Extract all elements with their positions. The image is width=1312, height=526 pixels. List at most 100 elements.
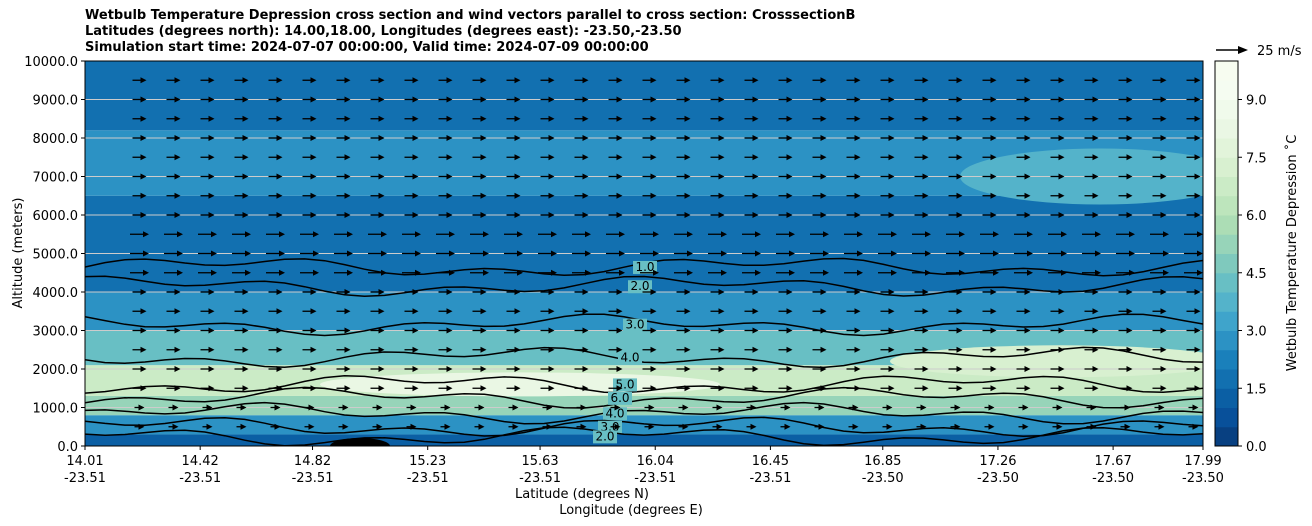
wind-vector-head — [140, 115, 147, 122]
wind-vector-head — [616, 192, 623, 199]
wind-vector-head — [650, 154, 657, 161]
wind-vector-head — [956, 289, 963, 295]
wind-vector-head — [616, 308, 623, 315]
wind-vector-head — [1194, 135, 1201, 141]
wind-vector-head — [786, 346, 793, 353]
wind-vector-head — [1092, 154, 1099, 161]
wind-vector-head — [886, 404, 893, 411]
x-tick-label-lat: 14.82 — [294, 454, 331, 469]
wind-vector-head — [1126, 212, 1133, 218]
wind-vector-head — [718, 77, 725, 84]
wind-vector-head — [1194, 212, 1201, 218]
wind-vector-head — [684, 173, 691, 180]
colorbar-frame — [1214, 60, 1239, 447]
wind-vector-head — [1194, 289, 1201, 295]
wind-vector-head — [548, 327, 555, 334]
x-tick-label-lon: -23.51 — [64, 471, 106, 486]
y-tick-label: 0.0 — [57, 440, 78, 455]
wind-vector-head — [1124, 423, 1131, 430]
wind-vector-head — [650, 366, 657, 372]
wind-vector-head — [344, 192, 351, 199]
wind-vector-head — [650, 289, 657, 295]
colorbar-tick-label: 4.5 — [1246, 267, 1267, 282]
wind-vector-head — [954, 404, 961, 411]
wind-vector-head — [993, 250, 999, 257]
wind-vector-head — [138, 423, 145, 430]
wind-vector-head — [551, 231, 557, 238]
wind-vector-head — [174, 173, 181, 180]
colorbar-tick-label: 9.0 — [1246, 94, 1267, 109]
wind-vector-head — [378, 115, 385, 122]
wind-vector-head — [718, 192, 725, 199]
wind-vector-head — [784, 423, 791, 430]
wind-vector-head — [415, 250, 421, 257]
wind-vector-head — [956, 327, 963, 334]
wind-vector-head — [242, 308, 249, 315]
wind-vector-head — [1058, 346, 1065, 353]
wind-vector-head — [818, 423, 825, 430]
wind-vector-head — [548, 173, 555, 180]
wind-vector-head — [718, 308, 725, 315]
wind-vector-head — [823, 269, 829, 276]
wind-vector-head — [653, 269, 659, 276]
wind-vector-head — [143, 269, 149, 276]
wind-vector-head — [582, 366, 589, 372]
wind-vector-head — [582, 346, 589, 353]
colorbar-tick-label: 6.0 — [1246, 209, 1267, 224]
contour-label: 6.0 — [610, 391, 629, 405]
wind-vector-head — [752, 212, 759, 218]
wind-vector-head — [174, 115, 181, 122]
wind-vector-head — [786, 366, 793, 372]
wind-vector-head — [344, 385, 351, 392]
wind-vector-head — [446, 192, 453, 199]
wind-vector-head — [551, 269, 557, 276]
wind-vector-head — [888, 366, 895, 372]
wind-vector-head — [582, 135, 589, 141]
wind-vector-head — [718, 346, 725, 353]
wind-vector-head — [956, 366, 963, 372]
wind-vector-head — [514, 385, 521, 392]
wind-vector-head — [956, 346, 963, 353]
wind-vector-head — [684, 346, 691, 353]
wind-vector-head — [344, 308, 351, 315]
wind-vector-head — [211, 250, 217, 257]
wind-vector-head — [854, 385, 861, 392]
wind-vector-head — [922, 135, 929, 141]
wind-vector-head — [308, 423, 315, 430]
wind-vector-head — [381, 250, 387, 257]
wind-vector-head — [650, 115, 657, 122]
wind-vector-head — [1022, 423, 1029, 430]
wind-vector-head — [854, 154, 861, 161]
wind-vector-head — [376, 404, 383, 411]
wind-vector-head — [1024, 212, 1031, 218]
x-axis-label-2: Longitude (degrees E) — [559, 503, 703, 518]
wind-vector-head — [480, 77, 487, 84]
wind-vector-head — [1058, 212, 1065, 218]
x-axis: 14.01 -23.51 14.42 -23.51 14.82 -23.51 15.23 -2… — [64, 446, 1224, 486]
wind-vector-head — [687, 231, 693, 238]
wind-vector-head — [582, 212, 589, 218]
title-line-1: Wetbulb Temperature Depression cross sec… — [85, 8, 856, 23]
wind-vector-head — [959, 269, 965, 276]
wind-vector-head — [512, 404, 519, 411]
wind-vector-head — [582, 173, 589, 180]
wind-vector-head — [619, 250, 625, 257]
wind-vector-head — [752, 115, 759, 122]
wind-vector-head — [140, 346, 147, 353]
wind-vector-head — [517, 269, 523, 276]
wind-vector-head — [548, 308, 555, 315]
wind-vector-head — [313, 269, 319, 276]
wind-vector-head — [1092, 173, 1099, 180]
wind-vector-head — [616, 385, 623, 392]
wind-vector-head — [446, 135, 453, 141]
colorbar-segment — [1215, 215, 1238, 235]
wind-vector-head — [1194, 173, 1201, 180]
wind-vector-head — [344, 154, 351, 161]
wind-vector-head — [684, 192, 691, 199]
wind-vector-head — [752, 289, 759, 295]
colorbar-segment — [1215, 407, 1238, 428]
wind-vector-head — [684, 77, 691, 84]
contour-line — [85, 386, 1203, 409]
wind-vector-head — [310, 192, 317, 199]
wind-vector-head — [242, 96, 249, 103]
